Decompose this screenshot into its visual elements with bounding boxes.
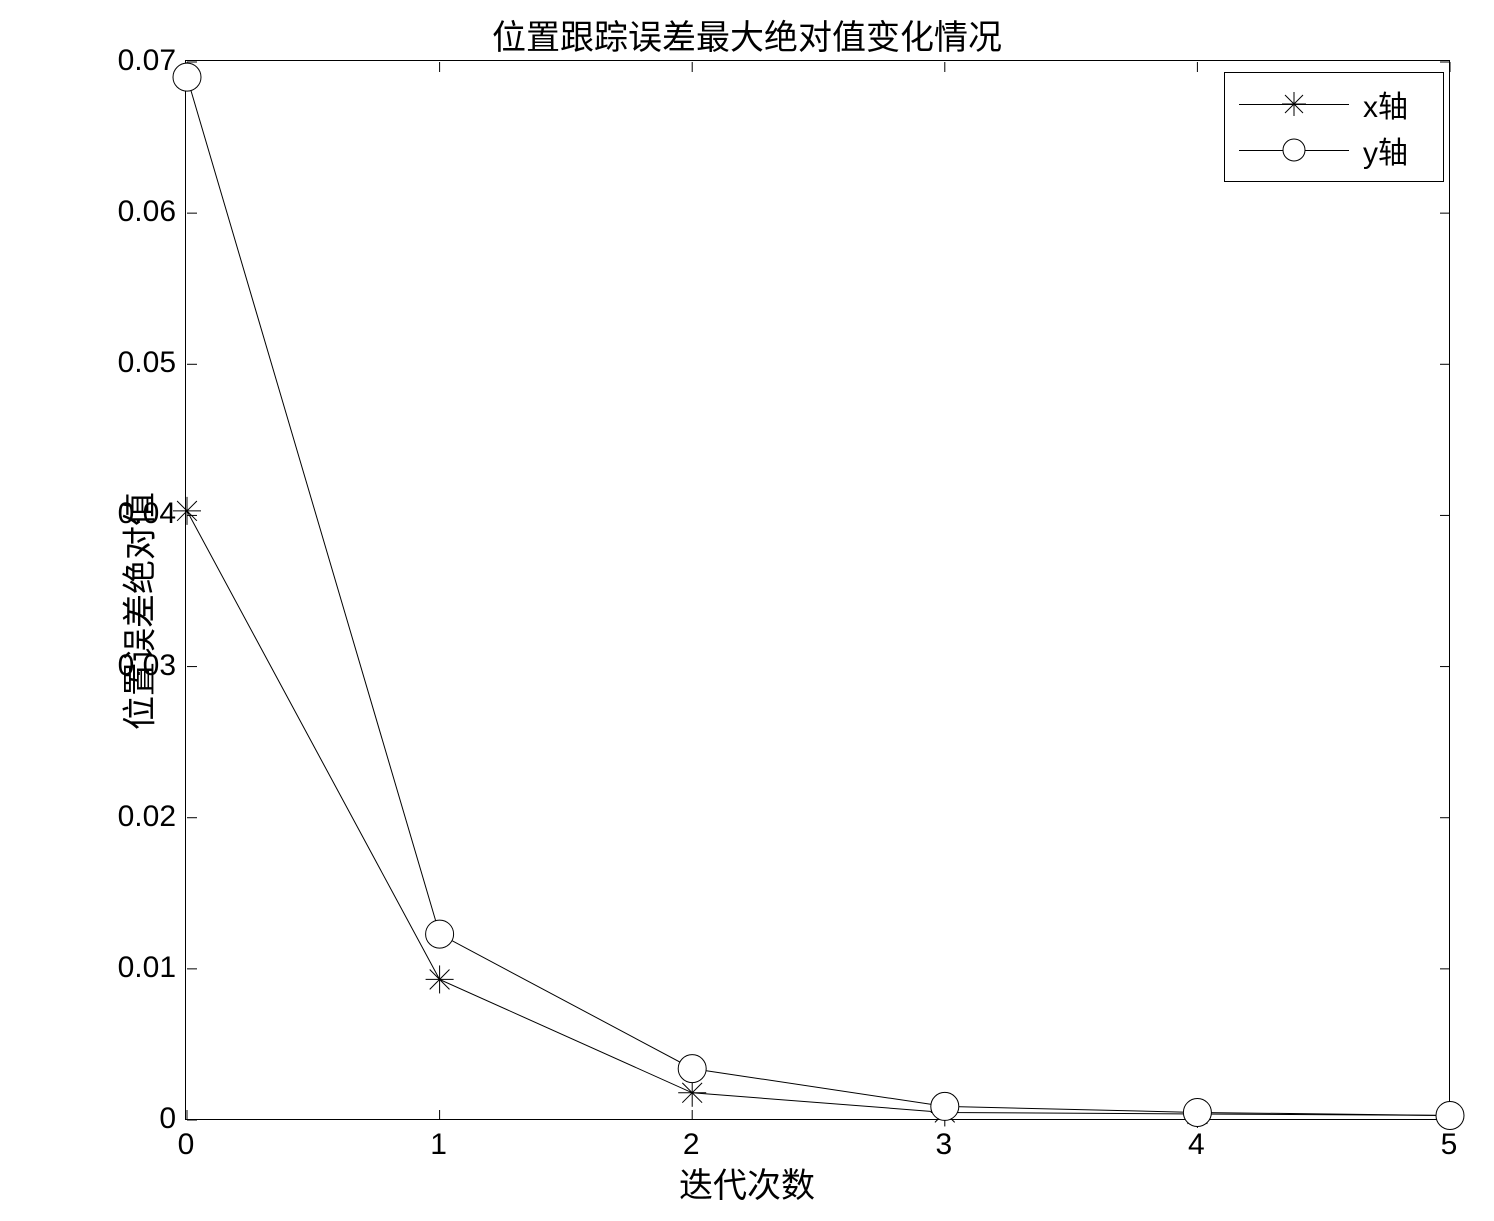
ytick-label: 0.02	[56, 800, 176, 834]
xtick-label: 0	[156, 1128, 216, 1162]
plot-svg	[186, 61, 1449, 1119]
legend-label-y: y轴	[1363, 128, 1408, 172]
xtick-label: 4	[1166, 1128, 1226, 1162]
ytick-label: 0.06	[56, 195, 176, 229]
xtick-label: 1	[409, 1128, 469, 1162]
chart-title: 位置跟踪误差最大绝对值变化情况	[0, 10, 1494, 59]
legend-item-y: y轴	[1239, 127, 1429, 173]
legend-label-x: x轴	[1363, 82, 1408, 126]
xtick-label: 5	[1419, 1128, 1479, 1162]
legend-item-x: x轴	[1239, 81, 1429, 127]
legend: x轴 y轴	[1224, 72, 1444, 182]
ytick-label: 0.01	[56, 951, 176, 985]
asterisk-icon	[1280, 90, 1308, 118]
ytick-label: 0.07	[56, 44, 176, 78]
xtick-label: 2	[661, 1128, 721, 1162]
circle-icon	[1280, 136, 1308, 164]
x-axis-label: 迭代次数	[0, 1158, 1494, 1207]
ytick-label: 0.05	[56, 346, 176, 380]
xtick-label: 3	[914, 1128, 974, 1162]
legend-swatch-x	[1239, 89, 1349, 119]
ytick-label: 0.03	[56, 649, 176, 683]
figure: 位置跟踪误差最大绝对值变化情况 位置误差绝对值 迭代次数 00.010.020.…	[0, 0, 1494, 1221]
ytick-label: 0.04	[56, 497, 176, 531]
legend-swatch-y	[1239, 135, 1349, 165]
plot-area	[185, 60, 1450, 1120]
